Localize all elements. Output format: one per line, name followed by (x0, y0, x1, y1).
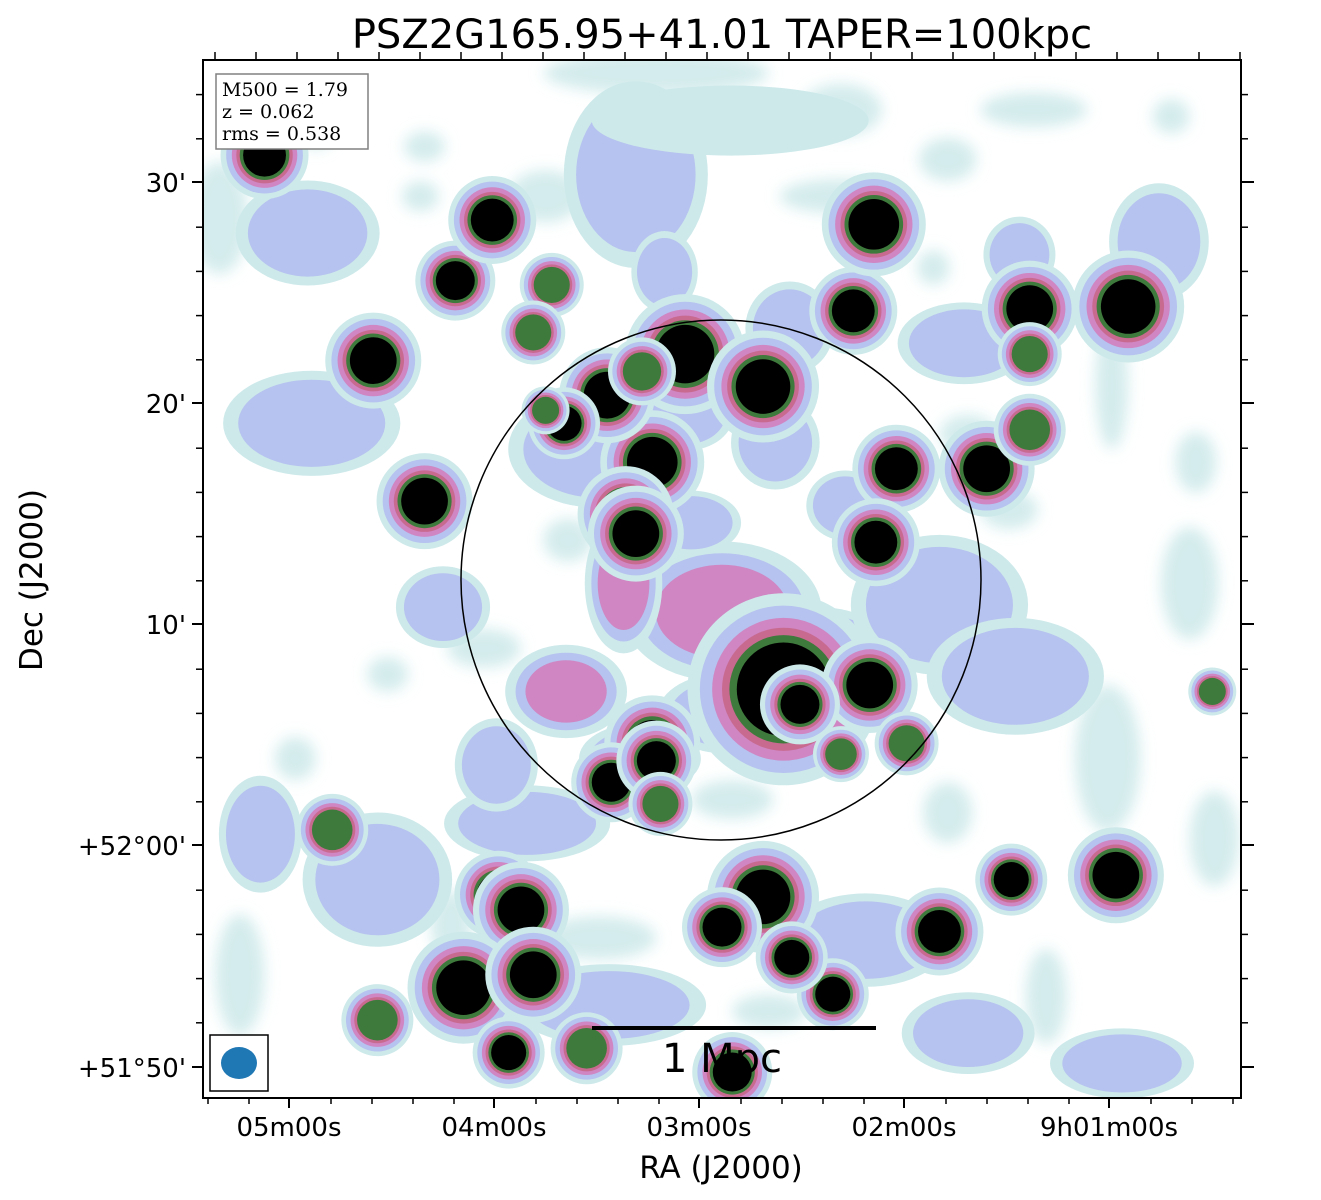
chart-title: PSZ2G165.95+41.01 TAPER=100kpc (352, 12, 1092, 58)
source-core (1018, 418, 1041, 441)
faint-emission-patch (916, 250, 950, 285)
source-core (650, 794, 671, 814)
source-core (702, 907, 742, 947)
faint-emission-patch (923, 782, 973, 843)
faint-emission-patch (367, 656, 409, 692)
source-core (832, 745, 850, 763)
faint-emission-patch (401, 181, 439, 212)
diffuse-emission-band (941, 627, 1089, 725)
diffuse-emission-band (636, 238, 693, 306)
faint-emission-patch (1175, 431, 1217, 493)
x-tick-label: 03m00s (646, 1113, 751, 1143)
source-core (896, 733, 917, 754)
faint-emission-patch (404, 131, 446, 162)
scale-bar-label: 1 Mpc (662, 1036, 782, 1082)
source-core (538, 402, 553, 418)
faint-emission-patch (918, 137, 977, 182)
diffuse-emission-band (403, 573, 483, 642)
source-core (846, 661, 894, 709)
source-core (1092, 851, 1140, 899)
y-tick-label: +51°50' (78, 1054, 186, 1084)
source-core (1204, 684, 1220, 699)
source-core (831, 289, 875, 333)
r500-circle (460, 319, 982, 841)
plot-frame (202, 59, 1242, 1099)
y-axis: +51°50' +52°00' 10' 20' 30' Dec (J2000) (14, 169, 1254, 1084)
x-axis-label: RA (J2000) (639, 1150, 803, 1186)
radio-intensity-image (203, 60, 1239, 1098)
source-core (848, 199, 900, 250)
source-core (631, 360, 653, 382)
source-core (854, 520, 898, 564)
diffuse-emission-band (913, 999, 1024, 1068)
y-tick-label: 30' (146, 169, 186, 199)
source-core (993, 862, 1029, 898)
diffuse-emission-band (247, 189, 368, 277)
info-mass: M500 = 1.79 (222, 79, 348, 101)
source-core (491, 1035, 527, 1071)
x-tick-label: 05m00s (236, 1113, 341, 1143)
source-core (470, 198, 514, 242)
x-tick-label: 04m00s (441, 1113, 546, 1143)
x-axis: 05m00s 04m00s 03m00s 02m00s 9h01m00s RA … (236, 1098, 1178, 1186)
info-rms: rms = 0.538 (222, 123, 341, 145)
faint-emission-patch (1025, 948, 1067, 1044)
faint-emission-patch (1152, 98, 1190, 134)
info-redshift: z = 0.062 (222, 101, 314, 123)
source-core (774, 939, 810, 975)
faint-emission-patch (203, 161, 249, 275)
faint-emission-patch (732, 994, 807, 1029)
diffuse-emission-band (525, 660, 607, 723)
y-tick-label: 10' (146, 611, 186, 641)
source-core (612, 510, 660, 557)
diffuse-emission-band (591, 85, 869, 156)
faint-emission-patch (1074, 684, 1141, 833)
source-core (636, 741, 676, 781)
source-core (918, 910, 961, 953)
faint-emission-patch (1189, 790, 1239, 887)
source-core (963, 445, 1011, 493)
y-tick-label: 20' (146, 390, 186, 420)
faint-emission-patch (274, 736, 316, 781)
source-core (541, 275, 562, 295)
source-core (509, 951, 557, 999)
source-core (575, 1037, 598, 1060)
faint-emission-patch (215, 914, 265, 1036)
info-box: M500 = 1.79 z = 0.062 rms = 0.538 (215, 73, 369, 150)
source-core (735, 359, 791, 414)
x-tick-label: 02m00s (851, 1113, 956, 1143)
scale-bar: 1 Mpc (592, 1026, 876, 1082)
source-core (1006, 285, 1054, 333)
x-tick-label: 9h01m00s (1040, 1113, 1178, 1143)
source-core (815, 976, 851, 1012)
diffuse-emission-band (225, 785, 295, 883)
source-core (1100, 279, 1156, 334)
y-axis-label: Dec (J2000) (14, 489, 50, 671)
source-core (401, 477, 448, 525)
source-core (874, 447, 918, 491)
faint-emission-patch (1160, 527, 1219, 640)
source-core (780, 684, 820, 724)
source-core (321, 818, 344, 841)
faint-emission-patch (691, 780, 774, 820)
beam-indicator (209, 1034, 269, 1092)
diffuse-emission-band (461, 726, 531, 804)
diffuse-emission-band (1062, 1034, 1182, 1093)
beam-ellipse (221, 1047, 257, 1079)
source-core (366, 1009, 389, 1032)
source-core (436, 960, 491, 1015)
info-box-frame (215, 73, 369, 150)
y-tick-label: +52°00' (78, 832, 186, 862)
source-core (712, 1052, 752, 1092)
faint-emission-patch (980, 92, 1088, 128)
source-core (435, 261, 475, 301)
source-core (349, 337, 397, 384)
source-core (497, 886, 545, 934)
source-core (1019, 344, 1040, 364)
source-core (523, 322, 544, 343)
